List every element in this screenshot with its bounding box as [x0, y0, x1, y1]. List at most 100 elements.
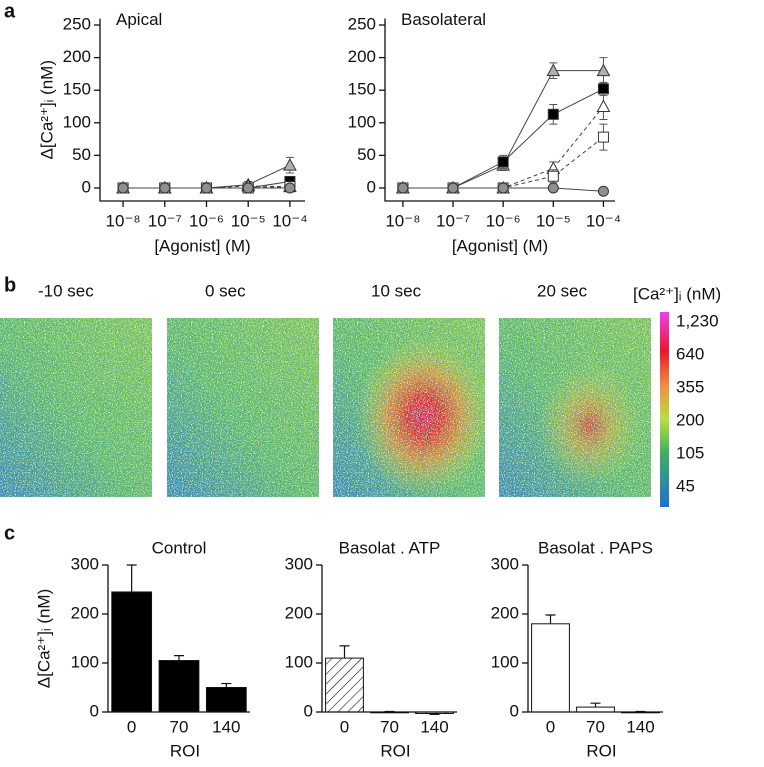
- y-tick-label: 50: [72, 145, 91, 164]
- image-frame: [0, 318, 152, 497]
- y-tick-label: 250: [63, 15, 91, 34]
- marker: [597, 131, 609, 143]
- error-bar: [126, 564, 137, 592]
- y-tick-label: 150: [63, 80, 91, 99]
- x-tick-label: 70: [586, 717, 605, 736]
- marker: [283, 158, 297, 171]
- frame-title: 10 sec: [371, 281, 422, 300]
- y-tick-label: 100: [63, 112, 91, 131]
- y-tick-label: 150: [348, 80, 376, 99]
- x-tick-label: 10⁻⁷: [148, 211, 182, 230]
- bar: [111, 591, 153, 713]
- x-axis-label: [Agonist] (M): [452, 236, 548, 255]
- error-bar: [590, 702, 601, 708]
- x-axis-label: [Agonist] (M): [154, 236, 250, 255]
- marker: [159, 182, 171, 194]
- y-tick-label: 200: [63, 47, 91, 66]
- y-tick-label: 200: [491, 603, 519, 622]
- colorbar-label: 640: [676, 344, 704, 363]
- y-tick-label: 250: [348, 15, 376, 34]
- marker: [547, 182, 559, 194]
- y-tick-label: 300: [491, 554, 519, 573]
- frame-title: 0 sec: [205, 281, 246, 300]
- chart-title: Basolat . PAPS: [538, 538, 653, 557]
- bar: [205, 687, 247, 713]
- marker: [596, 63, 611, 77]
- marker: [447, 182, 459, 194]
- image-noise: [0, 318, 152, 497]
- error-bar: [429, 713, 440, 716]
- marker: [242, 182, 254, 194]
- axis: [107, 565, 250, 713]
- y-tick-label: 200: [285, 603, 313, 622]
- error-bar: [339, 645, 350, 659]
- chart-title: Apical: [116, 10, 162, 29]
- series: [396, 57, 611, 194]
- x-tick-label: 0: [546, 717, 555, 736]
- y-tick-label: 100: [71, 652, 99, 671]
- y-tick-label: 100: [285, 652, 313, 671]
- x-tick-label: 10⁻⁸: [385, 211, 420, 230]
- axis: [321, 565, 457, 713]
- x-tick-label: 140: [626, 717, 654, 736]
- y-tick-label: 0: [90, 701, 99, 720]
- axis: [384, 18, 615, 202]
- marker: [547, 108, 559, 120]
- x-axis-label: ROI: [170, 741, 200, 760]
- colorbar-title: [Ca²⁺]ᵢ (nM): [633, 284, 721, 303]
- x-tick-label: 10⁻⁴: [272, 211, 307, 230]
- image-noise: [499, 318, 651, 497]
- marker: [597, 83, 609, 95]
- panel-label: a: [4, 0, 16, 22]
- marker: [284, 182, 296, 194]
- x-tick-label: 10⁻⁵: [231, 211, 266, 230]
- image-noise: [333, 318, 485, 497]
- bar: [576, 706, 615, 713]
- frame-title: 20 sec: [537, 281, 588, 300]
- x-tick-label: 10⁻⁴: [586, 211, 621, 230]
- image-noise: [167, 318, 319, 497]
- x-tick-label: 10⁻⁶: [486, 211, 521, 230]
- series-line: [402, 106, 604, 189]
- panel-label: c: [4, 522, 15, 544]
- x-tick-label: 10⁻⁶: [189, 211, 224, 230]
- marker: [200, 182, 212, 194]
- series: [397, 182, 609, 197]
- marker: [497, 156, 509, 168]
- marker: [117, 182, 129, 194]
- error-bar: [221, 682, 232, 688]
- panel-label: b: [4, 274, 16, 296]
- x-axis-label: ROI: [380, 741, 410, 760]
- image-frame: [167, 318, 319, 497]
- y-tick-label: 0: [82, 177, 91, 196]
- colorbar-label: 200: [676, 410, 704, 429]
- chart-title: Basolat . ATP: [339, 538, 441, 557]
- error-bar: [545, 614, 556, 624]
- colorbar-label: 45: [676, 476, 695, 495]
- series-line: [402, 88, 604, 189]
- marker: [497, 182, 509, 194]
- marker: [547, 170, 559, 182]
- y-tick-label: 0: [304, 701, 313, 720]
- y-axis-label: Δ[Ca²⁺]ᵢ (nM): [34, 589, 53, 689]
- x-tick-label: 10⁻⁷: [436, 211, 470, 230]
- marker: [596, 99, 611, 112]
- y-tick-label: 0: [367, 177, 376, 196]
- x-tick-label: 10⁻⁵: [536, 211, 571, 230]
- y-tick-label: 100: [491, 652, 519, 671]
- x-tick-label: 10⁻⁸: [106, 211, 141, 230]
- y-tick-label: 200: [348, 47, 376, 66]
- bar: [158, 660, 200, 713]
- chart-title: Control: [152, 538, 207, 557]
- x-tick-label: 0: [127, 717, 136, 736]
- y-tick-label: 50: [357, 145, 376, 164]
- colorbar-label: 105: [676, 443, 704, 462]
- y-tick-label: 300: [285, 554, 313, 573]
- error-bar: [174, 655, 184, 661]
- y-tick-label: 200: [71, 603, 99, 622]
- marker: [546, 63, 561, 77]
- y-tick-label: 100: [348, 112, 376, 131]
- y-axis-label: Δ[Ca²⁺]ᵢ (nM): [37, 60, 56, 160]
- y-tick-label: 300: [71, 554, 99, 573]
